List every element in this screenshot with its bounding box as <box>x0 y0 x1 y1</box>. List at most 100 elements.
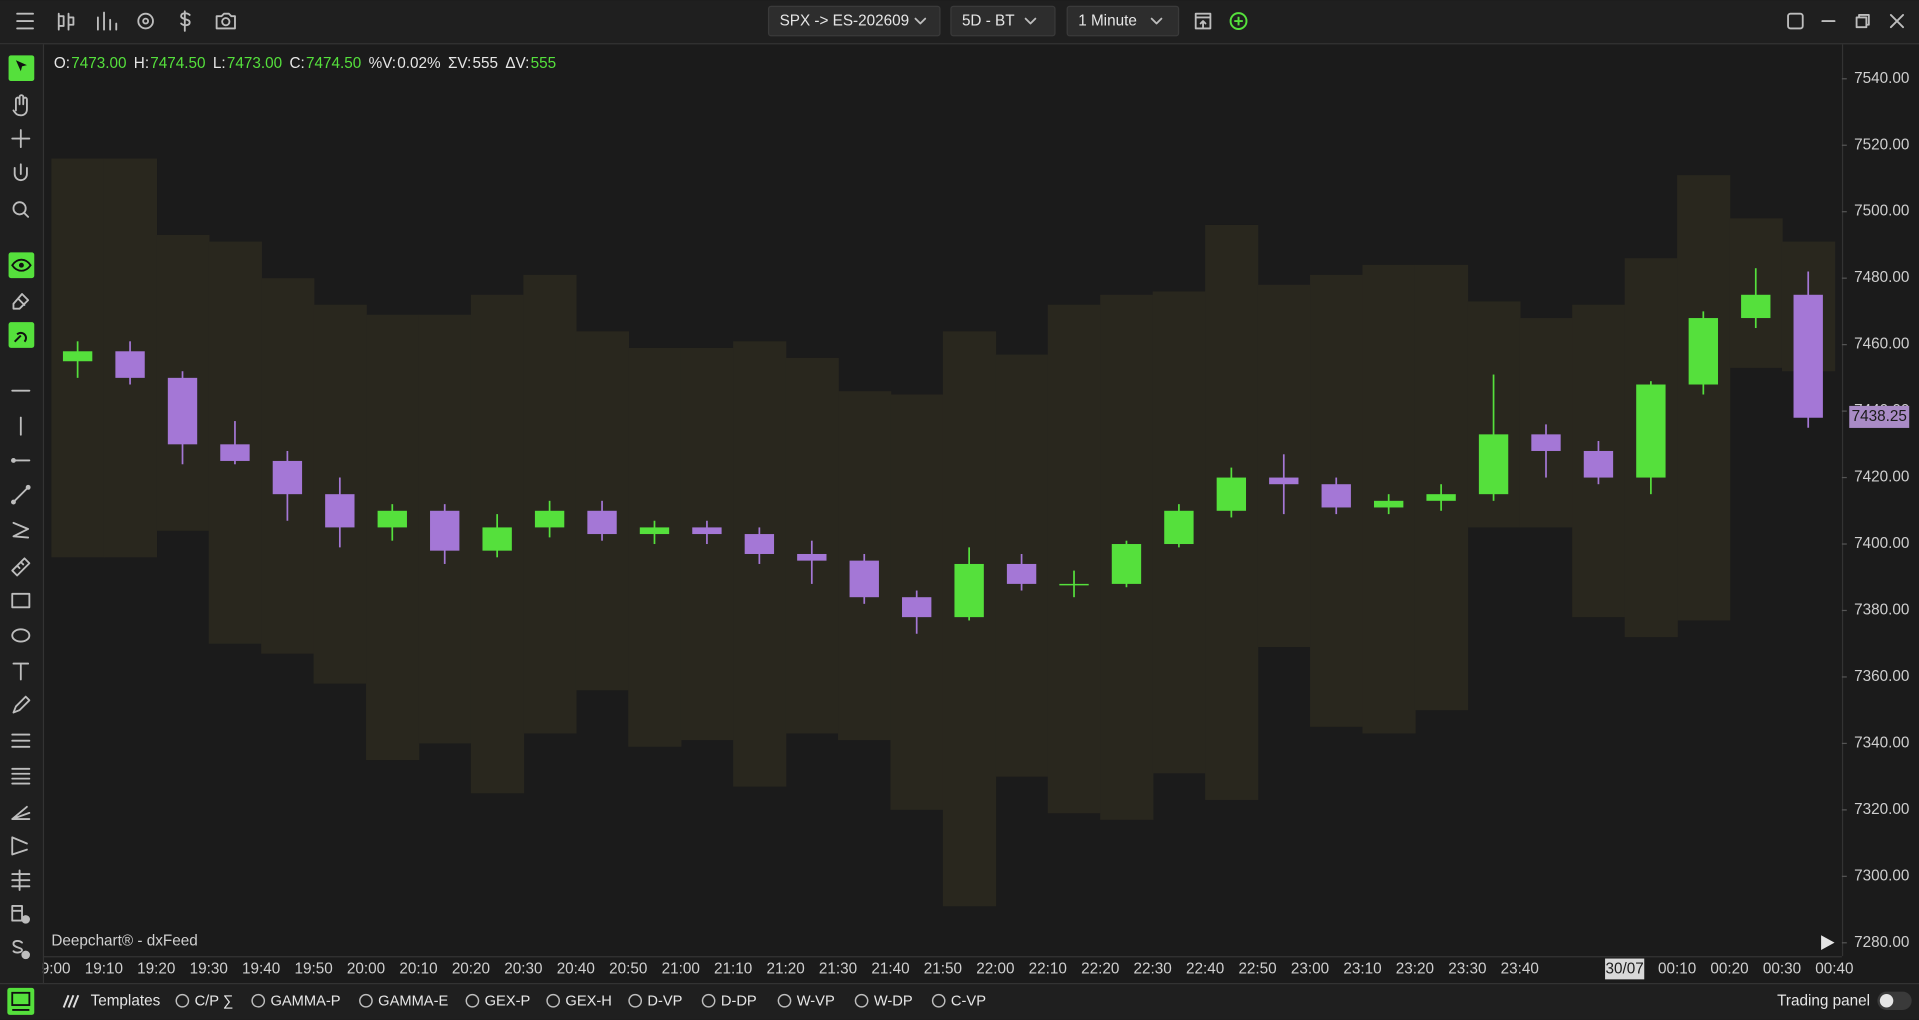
y-tick-label: 7280.00 <box>1854 934 1909 951</box>
symbol-dropdown[interactable]: SPX -> ES-202609 <box>767 5 941 37</box>
candle-body <box>954 563 984 618</box>
x-tick-label: 23:10 <box>1343 961 1381 978</box>
x-tick-label: 21:10 <box>714 961 752 978</box>
toggle-radio <box>359 993 373 1008</box>
x-tick-label: 20:10 <box>399 961 437 978</box>
candle-body <box>797 553 827 561</box>
plot-area: Deepchart® - dxFeed 7540.00 7520.00 7500.00… <box>32 44 1919 985</box>
indicator-toggle[interactable]: GAMMA-P <box>251 993 341 1009</box>
fib-tool[interactable] <box>11 733 31 748</box>
magnet-tool[interactable] <box>13 163 28 182</box>
snap-tool[interactable] <box>8 322 35 348</box>
pitchfork-tool[interactable] <box>11 836 28 856</box>
trendline-tool[interactable] <box>11 484 31 505</box>
candle-body <box>115 351 145 378</box>
watermark: Deepchart® - dxFeed <box>51 932 197 949</box>
ellipse-tool[interactable] <box>11 628 31 643</box>
candle-body <box>1321 484 1351 508</box>
indicator-toggle[interactable]: W-VP <box>777 993 835 1009</box>
x-tick-label: 23:20 <box>1396 961 1434 978</box>
x-tick-label: 22:20 <box>1081 961 1119 978</box>
pencil-tool[interactable] <box>12 695 31 714</box>
x-tick-label: 21:50 <box>924 961 962 978</box>
indicator-toggle[interactable]: C-VP <box>931 993 987 1009</box>
candle-body <box>692 527 722 535</box>
indicator-toggle[interactable]: GEX-H <box>546 993 612 1009</box>
interval-dropdown[interactable]: 1 Minute <box>1066 5 1180 37</box>
profile-tool[interactable] <box>11 869 31 891</box>
indicator-toggle[interactable]: D-DP <box>701 993 757 1009</box>
x-tick-label: 23:40 <box>1501 961 1539 978</box>
settings-icon[interactable] <box>137 12 154 30</box>
scroll-right-button[interactable] <box>1821 935 1835 950</box>
crosshair-tool[interactable] <box>11 129 31 149</box>
y-tick-label: 7460.00 <box>1854 336 1909 353</box>
levels-tool[interactable] <box>11 767 31 785</box>
x-tick-label: 22:10 <box>1029 961 1067 978</box>
path-tool[interactable] <box>12 521 30 539</box>
x-tick-label: 22:00 <box>976 961 1014 978</box>
hand-tool[interactable] <box>12 94 28 117</box>
candle-body <box>1269 477 1299 485</box>
zoom-tool[interactable] <box>12 201 30 218</box>
indicator-toggle[interactable]: C/P ∑ <box>175 993 233 1009</box>
range-text: 5D - BT <box>962 13 1015 30</box>
y-tick-label: 7360.00 <box>1854 668 1909 685</box>
gann-tool[interactable] <box>11 805 31 820</box>
indicators-icon[interactable] <box>96 11 118 31</box>
layout-icon[interactable] <box>1787 12 1804 30</box>
restore-button[interactable] <box>1855 14 1870 29</box>
dollar-tool-b[interactable] <box>12 940 30 960</box>
candle-body <box>744 534 775 554</box>
candle-body <box>1059 583 1089 586</box>
ohlc-value: 7474.50 <box>306 55 361 72</box>
x-tick-label: 22:30 <box>1134 961 1172 978</box>
ray-tool[interactable] <box>11 457 31 463</box>
toggle-label: C-VP <box>951 993 986 1009</box>
last-price-tag <box>1849 405 1910 428</box>
cursor-tool[interactable] <box>8 55 35 82</box>
x-tick-label: 19:10 <box>85 961 123 978</box>
x-tick-label: 19:20 <box>137 961 175 978</box>
candle-body <box>534 510 565 528</box>
ruler-tool[interactable] <box>11 557 31 577</box>
text-tool[interactable] <box>12 662 30 681</box>
close-button[interactable] <box>1889 14 1905 29</box>
x-tick-label: 23:30 <box>1448 961 1486 978</box>
indicator-toggle[interactable]: GEX-P <box>465 993 531 1009</box>
templates-button[interactable]: Templates <box>62 992 161 1009</box>
rectangle-tool[interactable] <box>11 592 31 609</box>
candle-body <box>1164 510 1194 545</box>
y-tick-label: 7380.00 <box>1854 602 1909 619</box>
indicator-toggle[interactable]: GAMMA-E <box>359 993 449 1009</box>
dollar-tool-a[interactable] <box>11 904 30 924</box>
eraser-tool[interactable] <box>12 293 30 310</box>
trading-panel-label: Trading panel <box>1777 992 1870 1009</box>
ohlc-label: ΣV: <box>448 55 471 72</box>
candle-body <box>639 527 670 535</box>
toggle-radio <box>546 993 561 1008</box>
new-tab-icon[interactable] <box>1194 12 1212 30</box>
range-dropdown[interactable]: 5D - BT <box>950 5 1056 37</box>
toggle-label: W-VP <box>797 993 835 1009</box>
candle-body <box>377 510 407 528</box>
trading-panel-switch[interactable] <box>1877 991 1912 1010</box>
indicator-toggle[interactable]: W-DP <box>854 993 913 1009</box>
screenshot-icon[interactable] <box>215 12 236 30</box>
menu-icon[interactable] <box>16 12 34 30</box>
y-tick-label: 7400.00 <box>1854 535 1909 552</box>
indicator-toggle[interactable]: D-VP <box>628 993 683 1009</box>
chart-type-icon[interactable] <box>57 12 75 31</box>
ohlc-value: 7473.00 <box>71 55 126 72</box>
add-icon[interactable] <box>1229 12 1248 31</box>
candle-body <box>1373 500 1404 508</box>
x-tick-label: 21:40 <box>871 961 909 978</box>
candle-body <box>587 510 617 535</box>
x-tick-label: 19:50 <box>294 961 332 978</box>
panel-toggle[interactable] <box>7 987 35 1015</box>
price-icon[interactable] <box>180 10 191 32</box>
x-tick-label: 00:30 <box>1763 961 1801 978</box>
x-tick-label: 20:50 <box>609 961 647 978</box>
visibility-tool[interactable] <box>8 252 35 279</box>
